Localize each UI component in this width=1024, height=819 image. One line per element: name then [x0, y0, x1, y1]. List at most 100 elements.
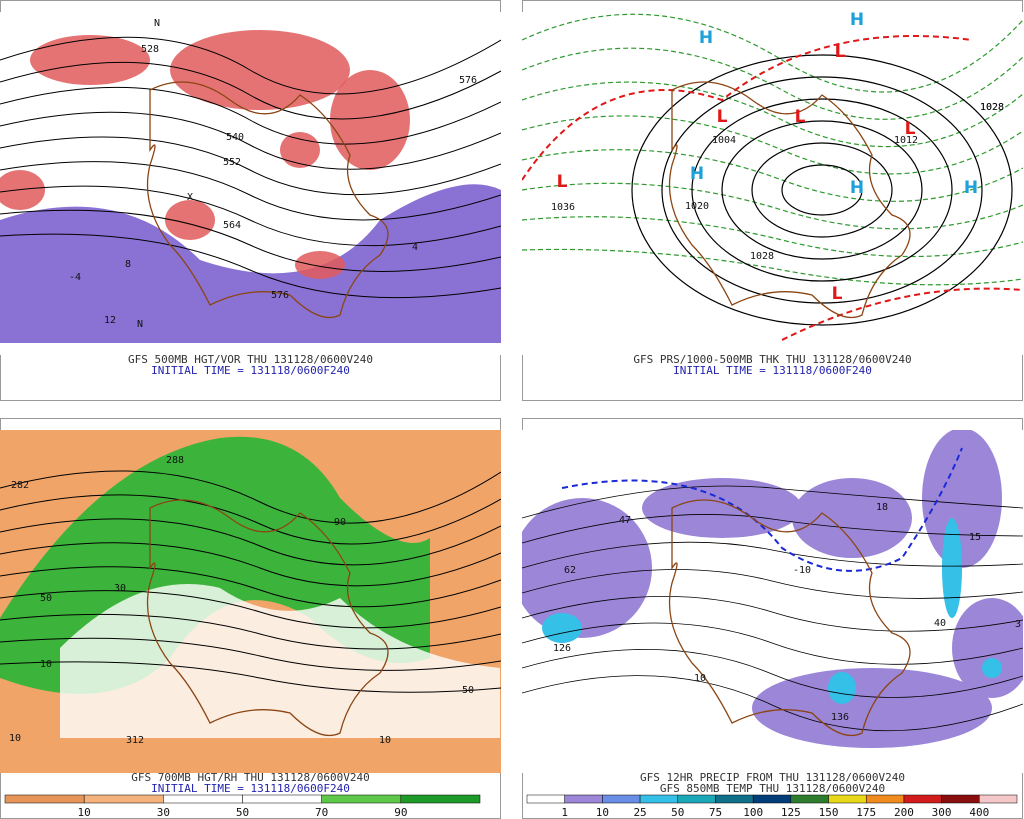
freezing-line: [561, 447, 963, 572]
coastline: [146, 81, 389, 319]
precip-heavy: [828, 672, 856, 704]
temp-contour: [522, 569, 1023, 599]
pressure-center: L: [835, 42, 846, 62]
caption: INITIAL TIME = 131118/0600F240: [673, 364, 872, 377]
contour-label: 30: [114, 583, 126, 594]
colorbar-label: 10: [596, 806, 609, 819]
contour-label: -4: [69, 272, 81, 283]
colorbar-swatch: [602, 794, 641, 804]
precip-heavy: [542, 613, 582, 643]
contour-label: 528: [141, 44, 159, 55]
contour-label: 288: [166, 455, 184, 466]
contour-label: N: [154, 18, 160, 29]
colorbar-label: 75: [709, 806, 722, 819]
colorbar-swatch: [400, 794, 481, 804]
contour-label: 576: [271, 290, 289, 301]
precip: [642, 478, 802, 538]
pressure-contour: [751, 142, 893, 238]
contour-label: 1028: [980, 102, 1004, 113]
temp-contour: [522, 595, 1023, 632]
colorbar-label: 400: [969, 806, 989, 819]
colorbar-swatch: [903, 794, 942, 804]
contour-label: 8: [125, 259, 131, 270]
pressure-contour: [721, 120, 923, 260]
contour-label: 50: [462, 685, 474, 696]
contour-label: 1028: [750, 251, 774, 262]
colorbar-swatch: [242, 794, 322, 804]
colorbar-label: 100: [743, 806, 763, 819]
colorbar-swatch: [865, 794, 905, 804]
pressure-contour: [661, 76, 983, 304]
contour-label: 47: [619, 515, 631, 526]
colorbar-swatch: [4, 794, 85, 804]
colorbar-swatch: [790, 794, 829, 804]
contour-label: 10: [694, 673, 706, 684]
precip: [922, 430, 1002, 568]
contour-label: 50: [40, 593, 52, 604]
precip-heavy: [982, 658, 1002, 678]
colorbar-swatch: [526, 794, 565, 804]
pressure-center: H: [690, 164, 704, 184]
contour-label: 18: [876, 502, 888, 513]
map-area: 528 540 552 564 576 576 N N X 8 4 -4 12: [0, 12, 501, 355]
colorbar-swatch: [564, 794, 603, 804]
pressure-center: H: [699, 28, 713, 48]
caption: GFS PRS/1000-500MB THK THU 131128/0600V2…: [633, 353, 911, 366]
colorbar-label: 200: [894, 806, 914, 819]
contour-label: 10: [40, 659, 52, 670]
contour-label: 564: [223, 220, 241, 231]
colorbar-swatch: [83, 794, 164, 804]
contour-label: 540: [226, 132, 244, 143]
neutral-air: [60, 584, 500, 738]
map-panel: 528 540 552 564 576 576 N N X 8 4 -4 12 GFS 500MB HGT…: [0, 0, 501, 401]
pressure-center: L: [557, 172, 568, 192]
contour-label: 62: [564, 565, 576, 576]
coastline: [668, 81, 911, 319]
vorticity-positive: [280, 132, 320, 168]
thickness-contour: [522, 182, 1023, 230]
colorbar-label: 50: [671, 806, 684, 819]
caption: INITIAL TIME = 131118/0600F240: [151, 364, 350, 377]
contour-label: 312: [126, 735, 144, 746]
colorbar-label: 150: [819, 806, 839, 819]
contour-label: 3: [1015, 619, 1021, 630]
height-contour: [0, 518, 501, 566]
height-contour: [0, 637, 501, 671]
height-contour: [0, 61, 501, 120]
vorticity-positive: [0, 170, 45, 210]
pressure-center: H: [850, 178, 864, 198]
contour-label: 1036: [551, 202, 575, 213]
colorbar-label: 70: [315, 806, 328, 819]
caption: GFS 700MB HGT/RH THU 131128/0600V240: [131, 771, 369, 784]
height-contour: [0, 161, 501, 221]
contour-label: 552: [223, 157, 241, 168]
pressure-center: L: [795, 107, 806, 127]
contour-label: 1020: [685, 201, 709, 212]
thickness-contour: [522, 47, 1023, 120]
height-contour: [0, 661, 501, 693]
temp-contour: [522, 675, 1023, 732]
height-contour: [0, 494, 501, 545]
vorticity-positive: [30, 35, 150, 85]
pressure-contour: [631, 54, 1013, 326]
colorbar-label: 90: [394, 806, 407, 819]
contour-label: 10: [9, 733, 21, 744]
pressure-center: L: [905, 119, 916, 139]
vorticity-positive: [165, 200, 215, 240]
pressure-center: H: [964, 178, 978, 198]
caption: GFS 500MB HGT/VOR THU 131128/0600V240: [128, 353, 373, 366]
thickness-contour: [522, 13, 1023, 93]
colorbar-label: 175: [856, 806, 876, 819]
contour-label: 15: [969, 532, 981, 543]
colorbar-label: 50: [236, 806, 249, 819]
contour-label: 576: [459, 75, 477, 86]
colorbar-swatch: [639, 794, 679, 804]
height-contour: [0, 111, 501, 170]
map-area: 50 10 30 10 50 10 312 288 282 90: [0, 430, 501, 773]
pressure-contour: [781, 164, 863, 216]
temp-contour: [522, 648, 1023, 698]
colorbar-swatch: [979, 794, 1018, 804]
